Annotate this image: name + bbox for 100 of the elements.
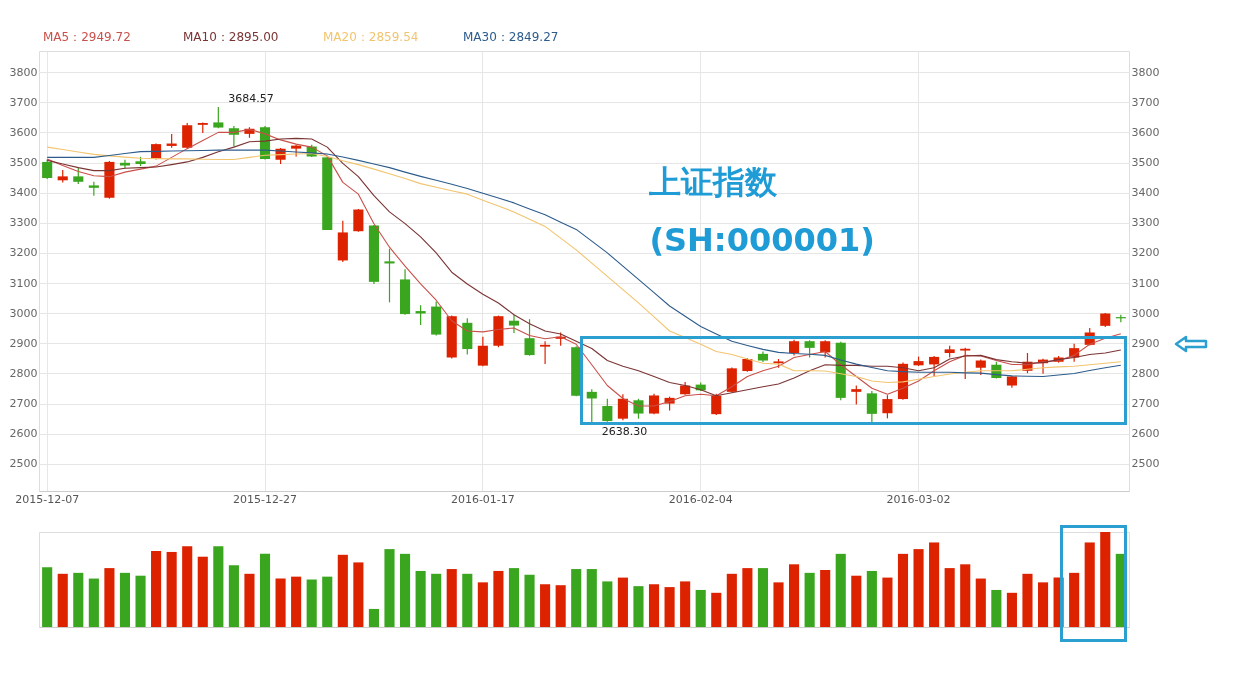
bar bbox=[820, 570, 831, 627]
bar bbox=[602, 581, 613, 627]
y2-tick-label: 3000 bbox=[1131, 306, 1160, 320]
bar bbox=[711, 592, 722, 627]
y-tick-label: 3600 bbox=[9, 125, 38, 139]
bar bbox=[571, 569, 582, 627]
bar bbox=[368, 608, 379, 627]
bar bbox=[648, 584, 660, 627]
candlestick bbox=[477, 336, 488, 367]
bar bbox=[493, 570, 504, 627]
bar bbox=[197, 556, 208, 627]
bar bbox=[228, 565, 239, 627]
bar bbox=[633, 586, 644, 627]
y2-tick-label: 3400 bbox=[1131, 186, 1160, 200]
bar bbox=[384, 549, 395, 627]
text: MA30：2849.27 bbox=[463, 30, 559, 44]
annotation: 上证指数 bbox=[648, 163, 779, 201]
bar bbox=[151, 551, 162, 627]
candlestick bbox=[540, 340, 551, 365]
bar bbox=[431, 573, 442, 627]
y-tick-label: 2600 bbox=[9, 427, 38, 441]
candlestick bbox=[586, 388, 597, 423]
candlestick bbox=[851, 384, 862, 406]
bar bbox=[182, 546, 193, 627]
bar bbox=[524, 574, 535, 627]
candlestick bbox=[42, 158, 53, 180]
y2-tick-label: 2600 bbox=[1131, 427, 1160, 441]
candlestick bbox=[602, 398, 613, 423]
bar bbox=[804, 572, 815, 627]
bar bbox=[446, 569, 457, 627]
candlestick bbox=[617, 393, 628, 421]
bar bbox=[135, 575, 146, 627]
bar bbox=[757, 568, 768, 627]
annotation: 3684.57 bbox=[228, 91, 274, 105]
y-tick-label: 3500 bbox=[9, 156, 38, 170]
y2-tick-label: 2800 bbox=[1131, 366, 1160, 380]
bar bbox=[462, 573, 473, 627]
annotation: (SH:000001) bbox=[649, 221, 875, 259]
text: MA5：2949.72 bbox=[43, 30, 131, 44]
bar bbox=[851, 575, 862, 627]
y-tick-label: 3300 bbox=[9, 216, 38, 230]
x-tick-label: 2016-02-04 bbox=[668, 492, 733, 506]
y2-tick-label: 3600 bbox=[1131, 125, 1160, 139]
bar bbox=[929, 542, 940, 627]
bar bbox=[1069, 572, 1080, 627]
bar bbox=[166, 551, 177, 627]
bar bbox=[586, 569, 597, 627]
bar bbox=[960, 564, 971, 627]
bar bbox=[415, 570, 426, 627]
bar bbox=[540, 584, 551, 627]
candlestick bbox=[182, 122, 193, 150]
bar bbox=[882, 577, 893, 627]
candlestick bbox=[929, 355, 940, 378]
y2-tick-label: 3300 bbox=[1131, 216, 1160, 230]
y2-tick-label: 2700 bbox=[1131, 397, 1160, 411]
bar bbox=[866, 570, 877, 627]
bar bbox=[1006, 592, 1017, 627]
bar bbox=[1100, 532, 1111, 627]
y2-tick-label: 2500 bbox=[1131, 457, 1160, 471]
y-tick-label: 3700 bbox=[9, 95, 38, 109]
x-tick-label: 2015-12-27 bbox=[233, 492, 297, 506]
bar bbox=[400, 553, 411, 627]
bar bbox=[680, 581, 691, 627]
y2-tick-label: 2900 bbox=[1131, 336, 1160, 350]
bar bbox=[664, 587, 675, 627]
candlestick bbox=[353, 208, 364, 233]
bar bbox=[1022, 573, 1033, 627]
y2-tick-label: 3700 bbox=[1131, 95, 1160, 109]
y-tick-label: 3200 bbox=[9, 246, 38, 260]
y2-tick-label: 3100 bbox=[1131, 276, 1160, 290]
bar bbox=[42, 567, 53, 627]
x-tick-label: 2016-01-17 bbox=[450, 492, 515, 506]
bar bbox=[88, 578, 99, 627]
bar bbox=[275, 578, 286, 627]
y-tick-label: 3800 bbox=[9, 65, 38, 79]
candlestick bbox=[866, 390, 877, 423]
y2-tick-label: 3500 bbox=[1131, 156, 1160, 170]
bar bbox=[789, 564, 800, 627]
bar bbox=[975, 578, 986, 627]
annotation: 2638.30 bbox=[601, 425, 648, 439]
bar bbox=[726, 573, 737, 627]
candlestick bbox=[508, 314, 520, 334]
text: MA20：2859.54 bbox=[323, 30, 419, 44]
bar bbox=[835, 553, 846, 627]
candlestick bbox=[524, 318, 535, 357]
bar bbox=[306, 579, 317, 627]
bar bbox=[291, 576, 302, 627]
candlestick bbox=[711, 393, 722, 416]
x-tick-label: 2015-12-07 bbox=[15, 492, 80, 506]
bar bbox=[555, 585, 566, 627]
bar bbox=[322, 576, 333, 627]
bar bbox=[1037, 582, 1049, 627]
candlestick bbox=[88, 181, 99, 197]
candlestick bbox=[384, 248, 395, 303]
bar bbox=[1084, 542, 1095, 627]
candlestick bbox=[960, 347, 971, 380]
bar bbox=[353, 562, 364, 627]
bar bbox=[213, 546, 224, 627]
bar bbox=[991, 589, 1002, 627]
bar bbox=[337, 554, 348, 627]
